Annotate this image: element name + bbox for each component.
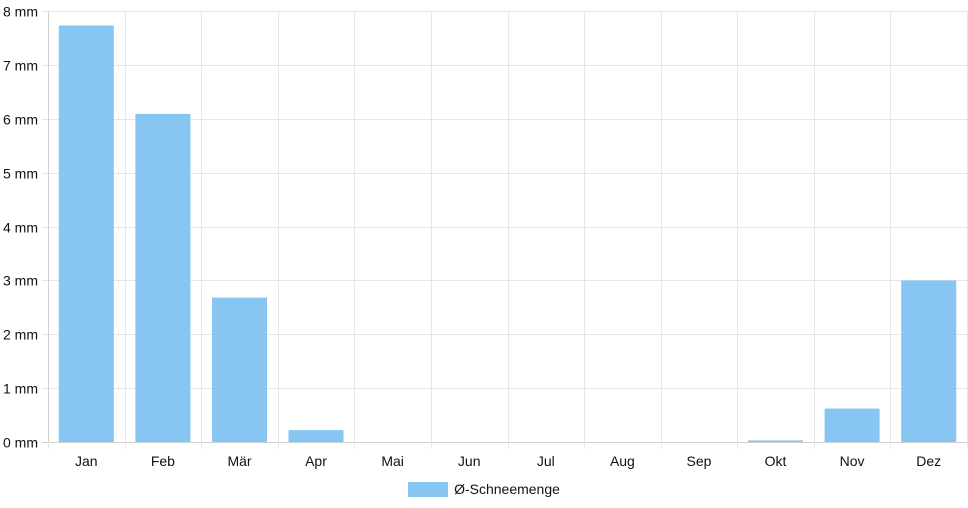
bar-nov[interactable] — [824, 408, 880, 442]
bar-dez[interactable] — [901, 280, 957, 442]
y-tick-label: 1 mm — [3, 381, 38, 397]
x-tick-label: Feb — [151, 453, 175, 469]
x-tick-label: Sep — [687, 453, 712, 469]
x-axis-tick-labels: Jan Feb Mär Apr Mai Jun Jul Aug Sep Okt Nov Dez — [75, 453, 941, 469]
legend-swatch — [408, 481, 449, 497]
bar-jan[interactable] — [58, 25, 114, 443]
x-tick-label: Okt — [765, 453, 787, 469]
y-tick-label: 6 mm — [3, 112, 38, 128]
y-tick-label: 7 mm — [3, 58, 38, 74]
legend[interactable]: Ø-Schneemenge — [0, 481, 968, 497]
x-tick-label: Jun — [458, 453, 481, 469]
y-tick-label: 5 mm — [3, 166, 38, 182]
x-tick-label: Apr — [305, 453, 327, 469]
x-tick-label: Nov — [840, 453, 865, 469]
x-tick-label: Aug — [610, 453, 635, 469]
y-axis-tick-labels: 0 mm 1 mm 2 mm 3 mm 4 mm 5 mm 6 mm 7 mm 8 mm — [3, 4, 38, 451]
x-tick-label: Dez — [916, 453, 941, 469]
x-tick-label: Jul — [537, 453, 555, 469]
y-tick-label: 2 mm — [3, 327, 38, 343]
bar-apr[interactable] — [288, 430, 344, 442]
bar-mär[interactable] — [212, 297, 267, 442]
bars — [58, 25, 957, 443]
bar-feb[interactable] — [135, 113, 191, 443]
y-tick-label: 8 mm — [3, 4, 38, 20]
y-tick-label: 3 mm — [3, 273, 38, 289]
legend-label: Ø-Schneemenge — [454, 481, 560, 497]
x-tick-label: Mai — [381, 453, 404, 469]
y-tick-label: 4 mm — [3, 220, 38, 236]
y-tick-label: 0 mm — [3, 435, 38, 451]
x-tick-label: Mär — [227, 453, 251, 469]
x-tick-label: Jan — [75, 453, 98, 469]
bar-okt[interactable] — [748, 440, 803, 442]
